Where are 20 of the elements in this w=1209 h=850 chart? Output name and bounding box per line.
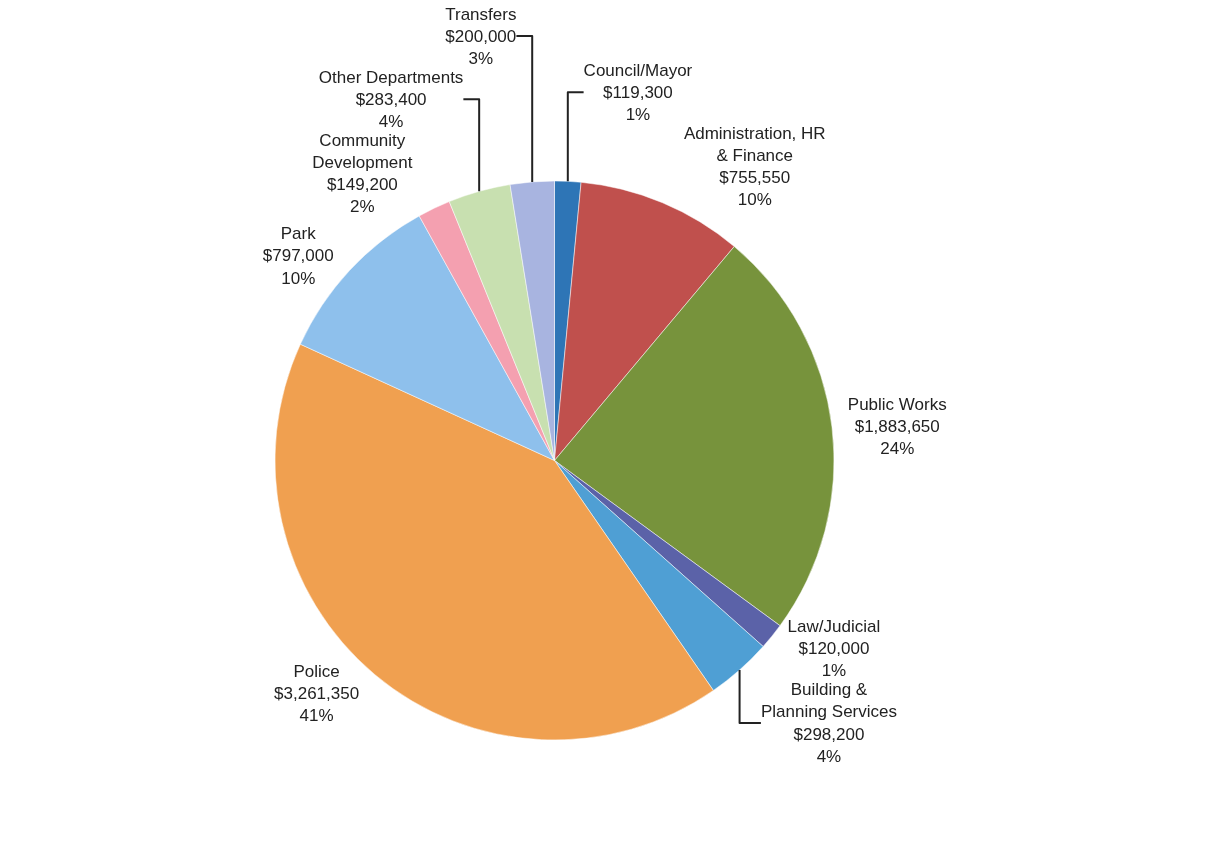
slice-label: Council/Mayor <box>583 60 693 80</box>
data-label: $1,883,650 24% <box>854 417 940 459</box>
data-label: $755,550 10% <box>719 168 791 210</box>
data-label: $200,000 3% <box>445 26 517 68</box>
data-label: $149,200 2% <box>326 175 398 217</box>
data-label: $298,200 4% <box>793 724 865 766</box>
slice-label: Administration, HR & Finance <box>683 123 826 165</box>
data-label: $120,000 1% <box>798 639 870 681</box>
slice-label: Park <box>280 224 317 244</box>
slice-label: Transfers <box>445 4 517 24</box>
slice-label: Other Departments <box>318 67 464 87</box>
slice-label: Building & Planning Services <box>760 680 897 722</box>
slice-label: Community Development <box>312 130 413 173</box>
slice-label: Police <box>293 661 340 681</box>
data-label: $3,261,350 41% <box>274 683 360 725</box>
slice-label: Public Works <box>847 394 947 414</box>
data-label: $119,300 1% <box>603 82 673 124</box>
data-label: $797,000 10% <box>262 246 334 288</box>
data-label: $283,400 4% <box>355 89 427 131</box>
slice-label: Law/Judicial <box>787 617 881 637</box>
